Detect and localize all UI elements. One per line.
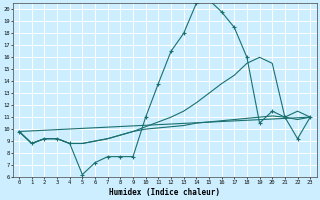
X-axis label: Humidex (Indice chaleur): Humidex (Indice chaleur) xyxy=(109,188,220,197)
